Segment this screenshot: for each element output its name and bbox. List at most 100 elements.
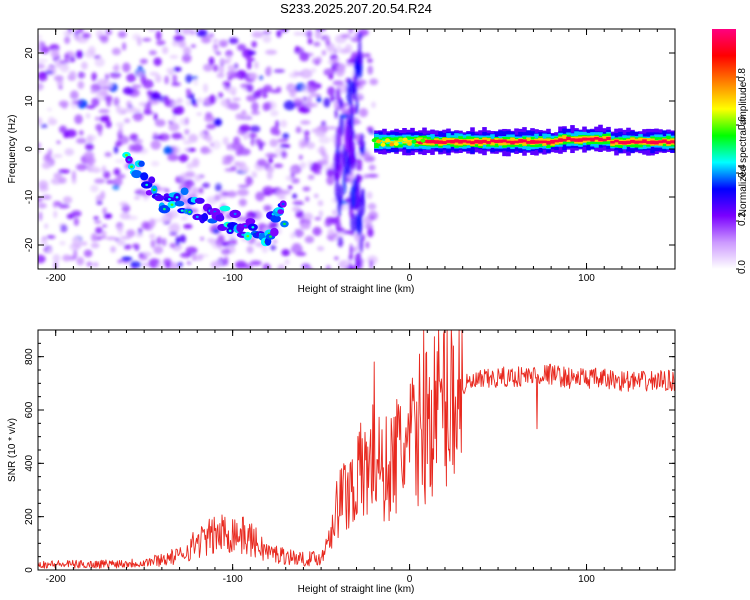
noise-blob	[200, 237, 205, 241]
noise-blob	[160, 96, 165, 103]
snr-x-tick-label: -100	[223, 574, 243, 585]
coherent-tone-cell	[626, 140, 631, 145]
noise-blob	[289, 168, 296, 173]
noise-blob	[94, 116, 100, 121]
coherent-tone-cell	[590, 137, 595, 142]
coherent-tone-cell	[558, 138, 563, 142]
coherent-tone-cell	[430, 139, 435, 144]
coherent-tone-cell	[394, 140, 399, 142]
colorbar-ramp	[712, 29, 736, 269]
noise-blob	[202, 182, 210, 189]
noise-blob	[153, 112, 158, 121]
noise-blob	[62, 196, 73, 204]
coherent-tone-cell	[478, 140, 483, 144]
noise-blob	[314, 59, 320, 66]
noise-blob	[81, 241, 88, 246]
noise-blob	[282, 132, 290, 140]
noise-blob	[238, 198, 247, 207]
coherent-tone-cell	[442, 141, 447, 145]
noise-blob	[343, 230, 353, 234]
descending-tone-blob	[194, 197, 205, 204]
noise-blob	[332, 58, 341, 62]
noise-blob	[318, 210, 324, 218]
noise-blob	[278, 196, 287, 200]
noise-blob	[58, 169, 71, 174]
noise-blob	[246, 245, 254, 254]
descending-tone-core	[152, 188, 156, 192]
noise-blob	[209, 33, 214, 37]
coherent-tone-cell	[618, 141, 623, 145]
noise-blob	[341, 110, 354, 115]
noise-blob	[235, 113, 243, 120]
coherent-tone-cell	[414, 139, 419, 143]
coherent-tone-cell	[526, 140, 531, 144]
noise-blob	[221, 248, 231, 255]
chart-title: S233.2025.207.20.54.R24	[280, 1, 432, 16]
noise-blob	[163, 146, 174, 155]
descending-tone-blob	[131, 170, 143, 179]
noise-blob	[141, 221, 151, 230]
noise-blob	[47, 148, 53, 156]
noise-blob	[152, 135, 164, 140]
snr-x-tick-label: 0	[407, 574, 413, 585]
noise-blob	[326, 168, 335, 177]
noise-blob	[368, 164, 376, 171]
noise-blob	[235, 260, 247, 269]
descending-tone-core	[281, 202, 285, 206]
noise-blob	[126, 229, 136, 238]
colorbar-label: Normalized spectral amplitude	[738, 81, 749, 216]
coherent-tone-cell	[638, 140, 643, 144]
noise-blob	[95, 226, 103, 234]
descending-tone-blob	[148, 176, 156, 184]
tone-onset-blob	[371, 138, 377, 143]
spectrogram-y-label: Frequency (Hz)	[7, 115, 18, 184]
noise-blob	[100, 190, 106, 200]
noise-blob	[38, 71, 48, 82]
noise-blob	[99, 89, 109, 97]
noise-blob	[78, 130, 84, 136]
noise-blob	[90, 165, 99, 170]
noise-blob	[150, 160, 160, 167]
noise-blob	[262, 92, 268, 99]
coherent-tone-cell	[514, 140, 519, 144]
noise-blob	[122, 62, 131, 73]
noise-blob	[40, 41, 46, 47]
noise-blob	[100, 86, 111, 90]
noise-blob	[303, 212, 314, 221]
noise-blob	[218, 64, 225, 75]
snr-x-ticks: -200 -100 0 100	[37, 330, 676, 585]
noise-blob	[229, 73, 241, 79]
noise-blob	[161, 46, 169, 55]
noise-blob	[77, 29, 84, 34]
noise-blob	[38, 149, 42, 153]
noise-blob	[191, 157, 200, 168]
coherent-tone-cell	[386, 141, 391, 145]
noise-blob	[336, 69, 345, 77]
streak-blob	[354, 61, 361, 73]
noise-blob	[345, 62, 357, 67]
tone-onset-blob	[398, 137, 404, 142]
noise-blob	[190, 44, 196, 48]
noise-blob	[112, 184, 120, 191]
noise-blob	[135, 232, 144, 238]
noise-blob	[110, 246, 117, 253]
noise-blob	[40, 236, 48, 247]
noise-blob	[265, 49, 277, 55]
noise-blob	[80, 61, 88, 70]
noise-blob	[290, 171, 295, 179]
coherent-tone-cell	[530, 140, 535, 144]
noise-blob	[270, 89, 282, 94]
noise-blob	[294, 228, 304, 238]
coherent-tone-cell	[406, 140, 411, 143]
noise-blob	[309, 93, 322, 98]
noise-blob	[162, 238, 167, 247]
noise-blob	[72, 100, 83, 105]
noise-blob	[74, 114, 83, 125]
noise-blob	[206, 135, 213, 143]
coherent-tone-cell	[390, 141, 395, 143]
noise-blob	[149, 71, 159, 76]
noise-blob	[116, 239, 126, 246]
noise-blob	[136, 36, 142, 47]
coherent-tone-cell	[510, 140, 515, 145]
noise-blob	[294, 71, 304, 77]
